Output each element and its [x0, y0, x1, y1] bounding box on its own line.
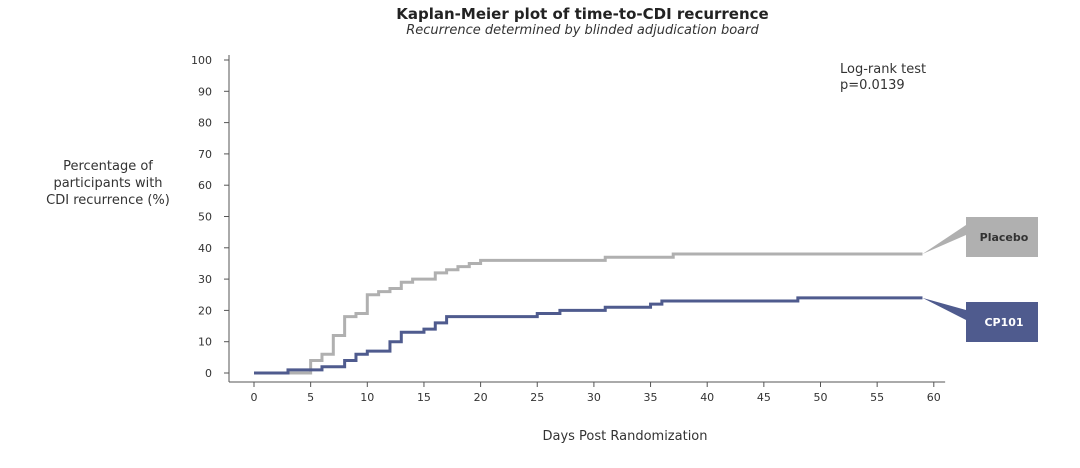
series-tag-cp101	[922, 297, 1038, 342]
x-tick-label: 35	[644, 391, 658, 404]
x-axis-label: Days Post Randomization	[542, 429, 708, 444]
y-tick-label: 70	[198, 148, 212, 161]
series-tag-label: Placebo	[980, 231, 1029, 244]
y-tick-label: 90	[198, 85, 212, 98]
y-tick-label: 60	[198, 179, 212, 192]
series-line-placebo	[254, 252, 923, 375]
x-tick-label: 0	[251, 391, 258, 404]
x-tick-label: 10	[360, 391, 374, 404]
x-tick-label: 15	[417, 391, 431, 404]
y-axis-label-line: Percentage of	[63, 159, 153, 174]
y-axis-label: Percentage of participants with CDI recu…	[18, 158, 198, 209]
y-tick-label: 0	[205, 367, 212, 380]
x-tick-label: 55	[870, 391, 884, 404]
series-tag-label: CP101	[984, 316, 1023, 329]
y-axis-label-line: CDI recurrence (%)	[46, 193, 170, 208]
y-tick-label: 20	[198, 304, 212, 317]
y-tick-label: 10	[198, 336, 212, 349]
y-tick-label: 100	[191, 54, 212, 67]
y-tick-label: 30	[198, 273, 212, 286]
y-tick-label: 80	[198, 117, 212, 130]
x-tick-label: 40	[700, 391, 714, 404]
y-tick-label: 40	[198, 242, 212, 255]
x-tick-label: 20	[474, 391, 488, 404]
chart-title: Kaplan-Meier plot of time-to-CDI recurre…	[396, 5, 769, 23]
annotation-line: p=0.0139	[840, 78, 905, 93]
log-rank-annotation: Log-rank test p=0.0139	[840, 62, 926, 94]
y-tick-label: 50	[198, 211, 212, 224]
x-tick-label: 25	[530, 391, 544, 404]
chart-subtitle: Recurrence determined by blinded adjudic…	[406, 23, 759, 38]
annotation-line: Log-rank test	[840, 62, 927, 77]
x-tick-label: 60	[927, 391, 941, 404]
x-tick-label: 30	[587, 391, 601, 404]
series-line-cp101	[254, 296, 923, 375]
x-tick-label: 50	[814, 391, 828, 404]
series-tag-placebo	[922, 217, 1038, 257]
x-tick-label: 45	[757, 391, 771, 404]
x-tick-label: 5	[307, 391, 314, 404]
y-axis-label-line: participants with	[53, 176, 163, 191]
